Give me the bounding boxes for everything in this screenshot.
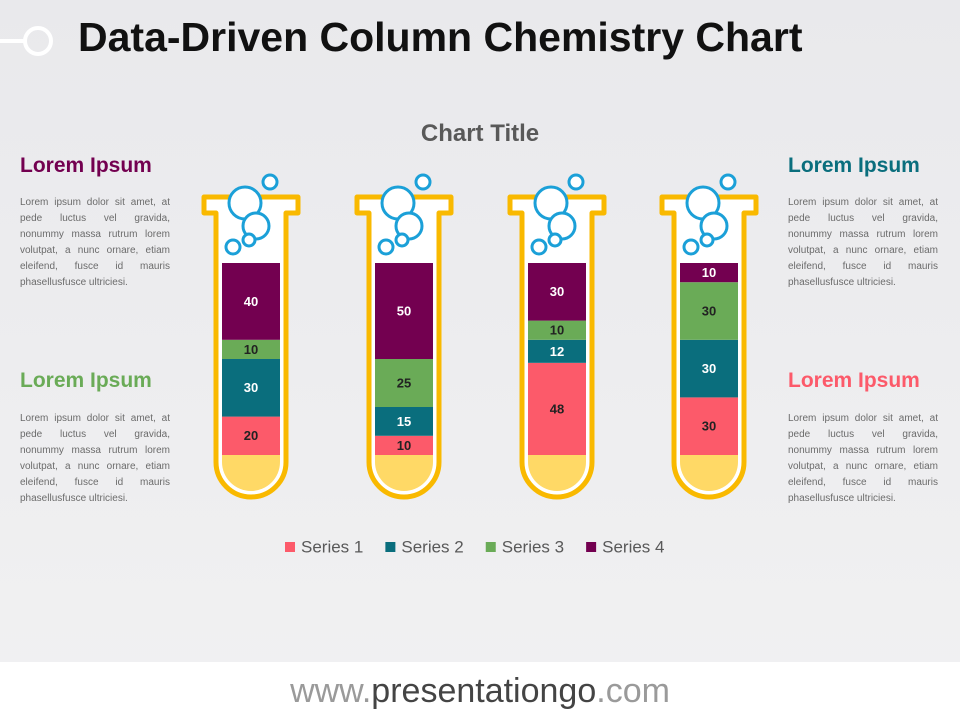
tube-bottom bbox=[375, 455, 433, 491]
side-heading: Lorem Ipsum bbox=[20, 154, 152, 177]
data-label: 25 bbox=[397, 375, 411, 390]
legend-swatch bbox=[485, 542, 496, 552]
data-label: 12 bbox=[550, 344, 564, 359]
data-label: 30 bbox=[702, 419, 716, 434]
bar-segment bbox=[680, 263, 738, 283]
side-paragraph: Lorem ipsum dolor sit amet, at pede luct… bbox=[20, 413, 170, 504]
bar-segment bbox=[375, 359, 433, 407]
bar-segment bbox=[375, 435, 433, 455]
slide-title: Data-Driven Column Chemistry Chart bbox=[78, 14, 803, 60]
legend-label: Series 2 bbox=[401, 537, 463, 556]
side-paragraph: Lorem ipsum dolor sit amet, at pede luct… bbox=[788, 413, 938, 504]
side-heading: Lorem Ipsum bbox=[20, 369, 152, 392]
bar-segment bbox=[528, 339, 586, 363]
legend-swatch bbox=[586, 542, 597, 552]
bubble bbox=[377, 238, 395, 256]
bar-segment bbox=[222, 416, 280, 455]
footer-text: .com bbox=[596, 672, 670, 710]
side-paragraph: Lorem ipsum dolor sit amet, at pede luct… bbox=[20, 197, 170, 288]
legend-label: Series 4 bbox=[602, 537, 664, 556]
bar-segment bbox=[680, 339, 738, 398]
tube-bottom bbox=[680, 455, 738, 491]
side-paragraph: Lorem ipsum dolor sit amet, at pede luct… bbox=[788, 197, 938, 288]
legend-label: Series 3 bbox=[502, 537, 564, 556]
bubble bbox=[394, 232, 410, 248]
bubble bbox=[682, 238, 700, 256]
bar-segment bbox=[222, 339, 280, 359]
side-heading: Lorem Ipsum bbox=[788, 154, 920, 177]
bubble bbox=[547, 232, 563, 248]
side-heading: Lorem Ipsum bbox=[788, 369, 920, 392]
data-label: 30 bbox=[702, 361, 716, 376]
bubble bbox=[719, 173, 737, 191]
bar-segment bbox=[528, 362, 586, 455]
data-label: 30 bbox=[702, 303, 716, 318]
bar-segment bbox=[222, 263, 280, 340]
chart: 20 30 10 40 10 15 25 50 48 12 10 30 30 30 30 10 Series 1… bbox=[201, 173, 759, 556]
data-label: 20 bbox=[244, 428, 258, 443]
footer: www.presentationgo.com bbox=[0, 662, 960, 720]
bar-segment bbox=[680, 282, 738, 340]
data-label: 10 bbox=[702, 265, 716, 280]
bar-segment bbox=[375, 407, 433, 436]
data-label: 15 bbox=[397, 414, 411, 429]
bubble bbox=[567, 173, 585, 191]
bubble bbox=[224, 238, 242, 256]
bar-segment bbox=[680, 397, 738, 455]
bar-segment bbox=[528, 263, 586, 321]
tube-bottom bbox=[528, 455, 586, 491]
bubble bbox=[414, 173, 432, 191]
tube-bottom bbox=[222, 455, 280, 491]
footer-text: presentationgo bbox=[371, 672, 597, 710]
legend-swatch bbox=[385, 542, 396, 552]
data-label: 50 bbox=[397, 303, 411, 318]
chart-title: Chart Title bbox=[420, 120, 540, 147]
bubble bbox=[241, 232, 257, 248]
bubble bbox=[530, 238, 548, 256]
bubble bbox=[699, 232, 715, 248]
data-label: 30 bbox=[550, 284, 564, 299]
data-label: 10 bbox=[550, 323, 564, 338]
decoration bbox=[0, 26, 53, 56]
bar-segment bbox=[528, 320, 586, 340]
bubble bbox=[261, 173, 279, 191]
bar-segment bbox=[375, 263, 433, 359]
data-label: 40 bbox=[244, 294, 258, 309]
data-label: 30 bbox=[244, 380, 258, 395]
legend-swatch bbox=[285, 542, 295, 552]
legend-label: Series 1 bbox=[301, 537, 363, 556]
bar-segment bbox=[222, 359, 280, 417]
data-label: 10 bbox=[397, 438, 411, 453]
footer-text: www. bbox=[290, 672, 372, 710]
data-label: 10 bbox=[244, 342, 258, 357]
data-label: 48 bbox=[550, 401, 564, 416]
